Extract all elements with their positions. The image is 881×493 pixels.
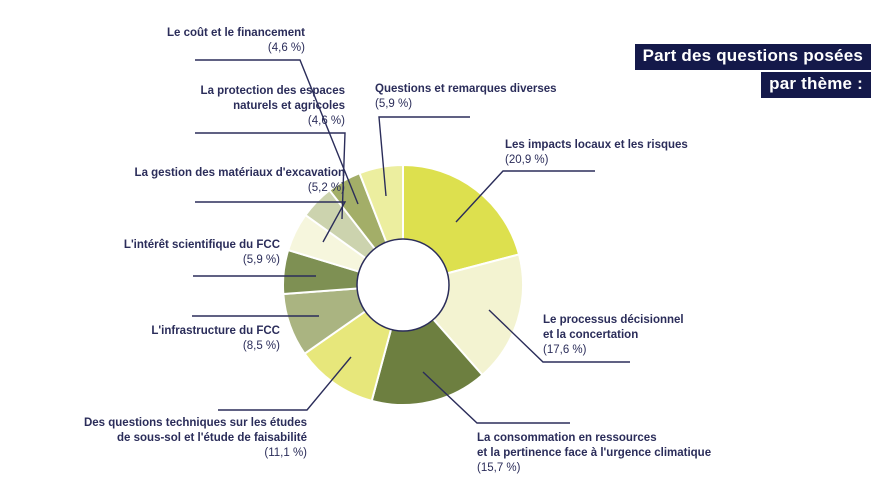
label-cout-name: Le coût et le financement <box>166 27 305 39</box>
label-processus: Le processus décisionnel et la concertat… <box>543 313 684 358</box>
label-interet: L'intérêt scientifique du FCC (5,9 %) <box>124 238 280 268</box>
label-processus-pct: (17,6 %) <box>543 344 587 356</box>
leader-line-gestion <box>195 201 347 243</box>
label-interet-name: L'intérêt scientifique du FCC <box>123 239 280 251</box>
label-gestion-pct: (5,2 %) <box>307 182 345 194</box>
label-impacts-pct: (20,9 %) <box>505 154 549 166</box>
label-infrastructure-pct: (8,5 %) <box>242 340 280 352</box>
label-consommation-name: La consommation en ressources et la pert… <box>477 432 712 459</box>
label-diverses: Questions et remarques diverses (5,9 %) <box>375 82 557 112</box>
label-diverses-name: Questions et remarques diverses <box>375 83 557 95</box>
label-gestion: La gestion des matériaux d'excavation (5… <box>135 166 345 196</box>
label-techniques-name: Des questions techniques sur les études … <box>83 417 307 444</box>
label-consommation-pct: (15,7 %) <box>477 462 521 474</box>
label-impacts-name: Les impacts locaux et les risques <box>505 139 688 151</box>
label-protection-name: La protection des espaces naturels et ag… <box>200 85 345 112</box>
label-techniques-pct: (11,1 %) <box>264 447 307 459</box>
label-protection-pct: (4,6 %) <box>307 115 345 127</box>
label-consommation: La consommation en ressources et la pert… <box>477 431 711 476</box>
donut-hole <box>356 238 450 332</box>
chart-title: Part des questions posées par thème : <box>634 44 871 98</box>
leader-line-consommation <box>422 371 570 424</box>
label-cout: Le coût et le financement (4,6 %) <box>167 26 305 56</box>
leader-line-cout <box>195 59 359 205</box>
label-interet-pct: (5,9 %) <box>242 254 280 266</box>
chart-title-line2: par thème : <box>761 72 871 98</box>
label-impacts: Les impacts locaux et les risques (20,9 … <box>505 138 688 168</box>
leader-line-diverses <box>378 116 470 197</box>
label-protection: La protection des espaces naturels et ag… <box>201 84 345 129</box>
chart-title-line1: Part des questions posées <box>634 44 871 70</box>
leader-line-protection <box>195 132 346 220</box>
label-infrastructure: L'infrastructure du FCC (8,5 %) <box>151 324 280 354</box>
leader-line-impacts <box>455 170 595 223</box>
label-infrastructure-name: L'infrastructure du FCC <box>151 325 280 337</box>
label-cout-pct: (4,6 %) <box>267 42 305 54</box>
leader-line-techniques <box>218 356 352 411</box>
label-techniques: Des questions techniques sur les études … <box>84 416 307 461</box>
leader-lines <box>192 59 630 424</box>
label-gestion-name: La gestion des matériaux d'excavation <box>134 167 345 179</box>
label-processus-name: Le processus décisionnel et la concertat… <box>543 314 684 341</box>
label-diverses-pct: (5,9 %) <box>375 98 413 110</box>
leader-line-processus <box>488 309 630 363</box>
